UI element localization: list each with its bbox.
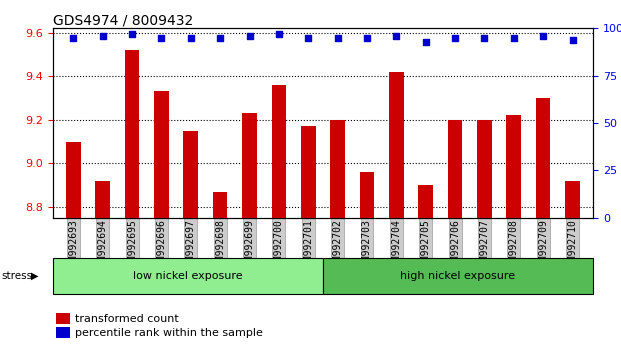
Point [186, 35, 196, 41]
Point [450, 35, 460, 41]
Point [274, 31, 284, 37]
Bar [66, 142, 81, 218]
Point [156, 35, 166, 41]
Bar [213, 192, 227, 218]
Point [420, 39, 430, 44]
Point [127, 31, 137, 37]
Text: transformed count: transformed count [75, 314, 178, 324]
Point [303, 35, 313, 41]
Text: stress: stress [2, 271, 33, 281]
Bar [448, 120, 463, 218]
Bar [330, 120, 345, 218]
Text: high nickel exposure: high nickel exposure [401, 271, 515, 281]
Bar [183, 131, 198, 218]
Text: GDS4974 / 8009432: GDS4974 / 8009432 [53, 13, 193, 27]
Point [68, 35, 78, 41]
Bar [301, 126, 315, 218]
Bar [477, 120, 492, 218]
Bar [125, 50, 139, 218]
Point [391, 33, 401, 39]
Point [362, 35, 372, 41]
Point [245, 33, 255, 39]
Point [215, 35, 225, 41]
Bar [56, 313, 70, 324]
Point [479, 35, 489, 41]
Bar [419, 185, 433, 218]
Bar [96, 181, 110, 218]
Point [568, 37, 578, 42]
Text: percentile rank within the sample: percentile rank within the sample [75, 328, 263, 338]
Point [333, 35, 343, 41]
Bar [507, 115, 521, 218]
Bar [242, 113, 257, 218]
Point [538, 33, 548, 39]
Bar [536, 98, 550, 218]
Bar [565, 181, 580, 218]
Bar [389, 72, 404, 218]
Point [509, 35, 519, 41]
Point [97, 33, 107, 39]
Text: ▶: ▶ [31, 271, 39, 281]
Bar [360, 172, 374, 218]
Bar [271, 85, 286, 218]
Bar [56, 327, 70, 338]
Bar [154, 91, 169, 218]
Text: low nickel exposure: low nickel exposure [133, 271, 243, 281]
